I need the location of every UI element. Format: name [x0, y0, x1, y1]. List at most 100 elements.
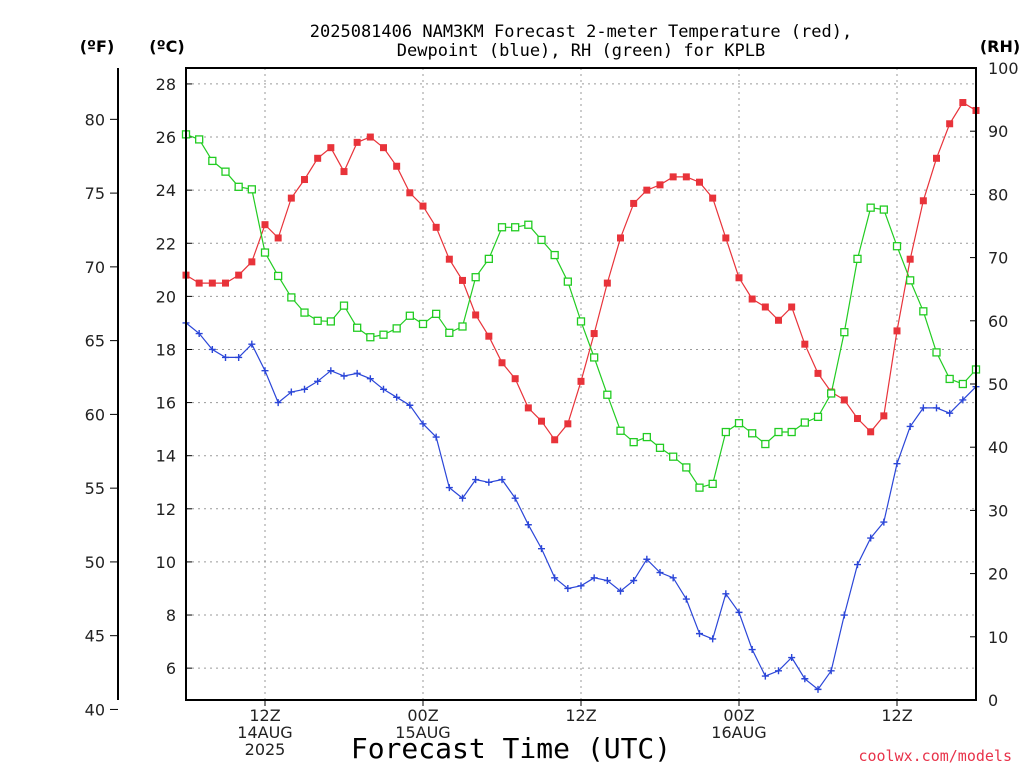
temperature-point	[801, 340, 809, 348]
fahrenheit-axis-unit: (ºF)	[80, 37, 115, 56]
temperature-point	[814, 369, 822, 377]
rh-point	[353, 323, 362, 332]
temperature-point	[564, 420, 572, 428]
temperature-point	[656, 181, 664, 189]
dewpoint-point	[669, 574, 677, 582]
rh-tick-label: 70	[988, 249, 1008, 268]
data-series	[181, 99, 981, 693]
x-tick-label: 12Z	[565, 706, 596, 725]
temperature-point	[314, 154, 322, 162]
temperature-point	[287, 194, 295, 202]
temperature-point	[419, 202, 427, 210]
dewpoint-point	[814, 685, 822, 693]
celsius-tick-label: 18	[156, 340, 176, 359]
temperature-point	[261, 221, 269, 229]
dewpoint-point	[867, 534, 875, 542]
temperature-point	[722, 234, 730, 242]
rh-point	[721, 427, 730, 437]
celsius-tick-label: 12	[156, 500, 176, 519]
rh-point	[313, 316, 322, 325]
temperature-point	[393, 162, 401, 170]
dewpoint-point	[603, 577, 611, 585]
temperature-point	[538, 417, 545, 425]
rh-point	[761, 439, 770, 449]
rh-point	[208, 156, 217, 166]
celsius-tick-label: 26	[156, 128, 176, 147]
rh-tick-label: 60	[988, 312, 1008, 331]
temperature-point	[195, 279, 203, 287]
x-tick-label: 00Z	[723, 706, 754, 725]
temperature-point	[380, 144, 387, 152]
fahrenheit-tick-label: 60	[85, 405, 105, 424]
dewpoint-point	[577, 582, 585, 590]
dewpoint-point	[761, 672, 769, 680]
fahrenheit-tick-label: 50	[85, 553, 105, 572]
rh-point	[734, 419, 744, 428]
temperature-point	[893, 327, 901, 335]
dewpoint-point	[906, 422, 914, 430]
rh-point	[418, 319, 428, 329]
rh-axis-unit: (RH)	[980, 37, 1020, 56]
dewpoint-point	[235, 353, 243, 361]
rh-point	[471, 273, 480, 282]
fahrenheit-tick-label: 70	[85, 258, 105, 277]
rh-point	[458, 322, 467, 331]
temperature-point	[406, 189, 414, 197]
temperature-point	[709, 194, 717, 202]
rh-point	[800, 418, 809, 427]
rh-point	[563, 277, 572, 286]
credit-link[interactable]: coolwx.com/models	[858, 747, 1012, 765]
dewpoint-point	[274, 399, 282, 407]
rh-point	[932, 348, 941, 357]
dewpoint-point	[630, 577, 638, 585]
temperature-point	[235, 271, 243, 279]
rh-point	[537, 235, 546, 245]
rh-point	[708, 479, 717, 489]
temperature-point	[854, 415, 861, 423]
dewpoint-point	[919, 404, 927, 412]
dewpoint-point	[432, 433, 440, 441]
fahrenheit-tick-label: 45	[85, 627, 105, 646]
temperature-point	[630, 199, 638, 207]
temperature-point	[643, 186, 651, 194]
temperature-point	[485, 332, 493, 340]
rh-tick-label: 0	[988, 691, 998, 710]
celsius-tick-label: 20	[156, 287, 176, 306]
temperature-point	[669, 173, 677, 181]
dewpoint-point	[314, 377, 322, 385]
celsius-tick-label: 14	[156, 447, 176, 466]
rh-tick-label: 10	[988, 628, 1008, 647]
rh-point	[221, 167, 230, 176]
fahrenheit-tick-label: 80	[85, 110, 105, 129]
dewpoint-point	[301, 385, 308, 393]
rh-point	[590, 353, 599, 362]
rh-point	[511, 223, 520, 232]
celsius-tick-label: 10	[156, 553, 176, 572]
temperature-point	[933, 154, 940, 162]
celsius-axis-unit: (ºC)	[149, 37, 184, 56]
dewpoint-point	[195, 330, 203, 338]
rh-point	[853, 254, 862, 264]
temperature-point	[432, 223, 440, 231]
temperature-point	[551, 436, 559, 444]
rh-point	[247, 185, 256, 194]
dewpoint-point	[656, 569, 664, 577]
celsius-tick-label: 28	[156, 75, 176, 94]
rh-tick-label: 100	[988, 59, 1019, 78]
dewpoint-point	[472, 476, 480, 484]
rh-point	[642, 432, 651, 442]
dewpoint-point	[287, 388, 295, 396]
rh-point	[260, 248, 270, 257]
dewpoint-point	[419, 420, 427, 428]
rh-point	[616, 426, 625, 435]
dewpoint-point	[406, 401, 414, 409]
dewpoint-point	[643, 555, 651, 563]
temperature-point	[208, 279, 216, 287]
dewpoint-point	[696, 630, 703, 638]
dewpoint-point	[340, 372, 348, 380]
dewpoint-point	[551, 574, 559, 582]
temperature-point	[880, 412, 888, 420]
temperature-point	[906, 255, 914, 263]
rh-point	[300, 308, 309, 317]
